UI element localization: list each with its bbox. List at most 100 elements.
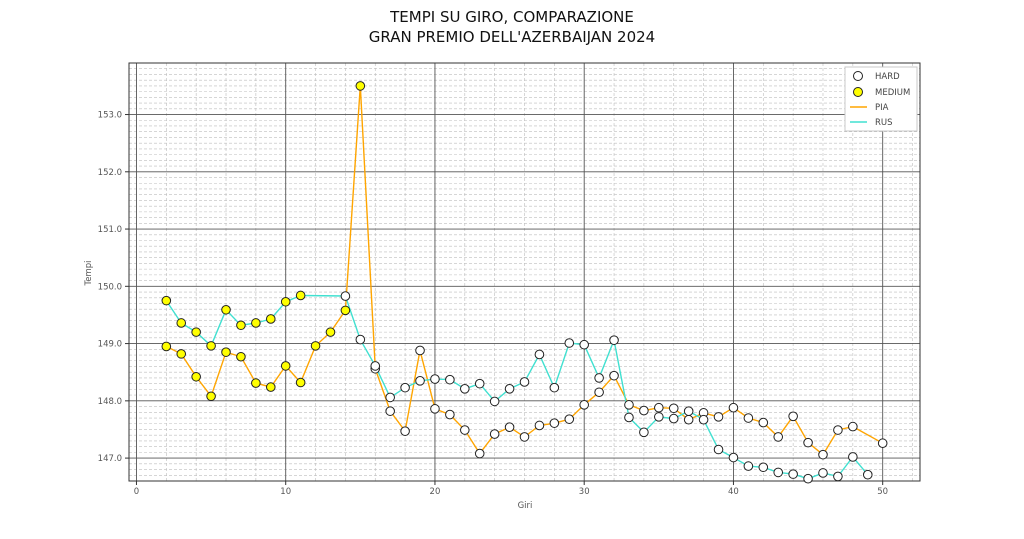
data-point-pia-hard [579,400,589,410]
data-point-rus-hard [534,349,545,360]
data-point-rus-hard [579,339,589,350]
x-tick-label: 20 [430,487,441,497]
data-point-pia-hard [877,438,888,449]
data-point-pia-medium [265,382,276,392]
data-point-rus-medium [265,314,276,324]
data-point-rus-hard [818,468,828,478]
data-point-rus-medium [161,295,172,306]
data-point-rus-hard [400,382,410,393]
y-tick-label: 150.0 [98,282,122,292]
data-point-rus-medium [280,296,291,307]
chart-title-line-2: GRAN PREMIO DELL'AZERBAIJAN 2024 [369,28,655,46]
data-point-pia-hard [639,405,649,416]
data-point-rus-hard [862,469,873,480]
data-point-pia-hard [594,387,604,398]
data-point-rus-medium [221,304,231,315]
data-point-rus-hard [609,335,619,345]
data-point-rus-hard [370,361,381,371]
data-point-pia-medium [161,341,172,352]
legend-hard-marker [853,71,863,81]
data-point-pia-hard [400,426,410,436]
data-point-pia-medium [176,349,187,359]
data-point-rus-hard [415,375,425,386]
data-point-rus-hard [489,396,500,407]
data-point-rus-hard [639,427,649,438]
y-tick-label: 152.0 [98,168,122,178]
data-point-pia-hard [668,403,679,414]
data-point-pia-hard [624,400,634,410]
data-point-pia-medium [251,378,261,388]
data-point-pia-hard [534,420,545,431]
data-point-rus-hard [340,291,351,301]
data-point-rus-hard [848,452,858,462]
plot-frame [128,62,921,482]
data-point-pia-hard [445,409,455,420]
data-point-rus-hard [683,406,694,416]
x-tick-label: 10 [280,487,291,497]
data-point-rus-medium [295,290,306,301]
data-point-rus-hard [713,444,724,455]
data-point-pia-hard [609,370,619,381]
data-point-rus-hard [743,461,754,471]
data-point-pia-hard [460,425,470,435]
data-point-rus-hard [474,378,485,389]
legend-medium-marker [853,87,863,97]
data-point-pia-hard [519,432,530,442]
data-point-rus-hard [594,373,604,383]
data-point-pia-hard [788,411,798,422]
x-axis-ticks: 0 10 20 30 40 50 [134,481,888,497]
data-point-rus-medium [236,320,246,331]
y-tick-label: 153.0 [98,111,122,121]
data-point-pia-hard [385,406,395,416]
data-point-rus-medium [206,341,216,351]
data-point-rus-hard [668,413,679,424]
data-point-rus-hard [430,374,440,384]
data-point-pia-medium [310,341,321,351]
data-point-pia-hard [474,448,485,459]
data-point-rus-hard [788,469,798,479]
data-point-pia-medium [280,361,291,371]
data-point-pia-hard [415,345,425,356]
data-point-pia-hard [654,402,664,413]
data-point-pia-medium [325,327,336,337]
series-line-rus [165,294,869,480]
data-point-rus-hard [549,382,560,393]
x-tick-label: 50 [877,487,888,497]
data-point-rus-hard [385,392,395,403]
data-point-rus-hard [564,338,575,348]
data-point-pia-hard [549,418,560,428]
data-point-rus-hard [624,412,634,423]
data-point-pia-medium [295,377,306,388]
data-point-pia-hard [743,413,754,423]
legend-pia-label: PIA [875,103,889,113]
data-point-rus-hard [445,374,455,385]
data-point-rus-medium [176,318,187,328]
data-point-pia-hard [504,422,515,432]
data-point-rus-hard [773,467,784,478]
data-point-rus-hard [758,462,769,473]
legend-rus-label: RUS [875,118,893,128]
y-tick-label: 147.0 [98,454,122,464]
x-tick-label: 0 [134,487,139,497]
data-point-rus-hard [460,384,470,394]
y-tick-label: 151.0 [98,225,122,235]
data-point-rus-medium [251,318,261,328]
legend-hard-label: HARD [875,72,900,82]
y-tick-label: 149.0 [98,340,122,350]
x-axis-label: Giri [518,501,533,511]
data-point-pia-medium [355,81,366,91]
data-point-rus-hard [833,471,843,482]
data-point-rus-medium [191,327,201,337]
major-grid [129,63,920,481]
y-tick-label: 148.0 [98,397,122,407]
data-point-rus-hard [698,414,709,425]
x-tick-label: 30 [579,487,590,497]
data-point-rus-hard [803,473,813,484]
data-point-rus-hard [355,334,366,345]
data-point-pia-medium [340,305,351,316]
data-point-pia-hard [803,437,813,448]
data-point-rus-hard [728,452,739,463]
data-point-pia-hard [848,421,858,432]
data-point-pia-hard [758,417,769,428]
y-axis-label: Tempi [84,260,94,286]
